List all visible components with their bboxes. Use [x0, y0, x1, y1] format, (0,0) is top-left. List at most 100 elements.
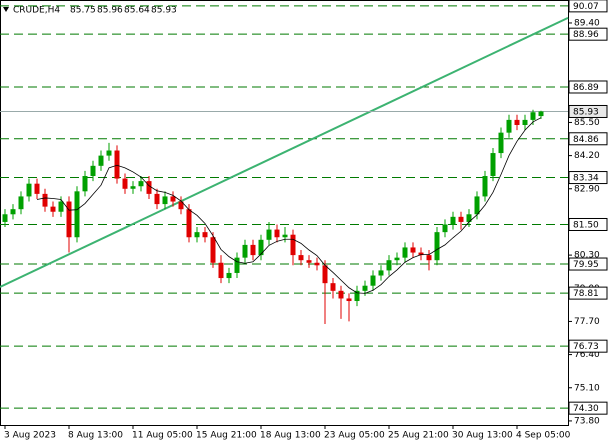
candle-body	[474, 196, 480, 215]
candle-body	[450, 216, 456, 225]
candle-body	[482, 176, 488, 197]
candle-body	[74, 191, 80, 238]
candle-body	[338, 290, 344, 299]
candle-body	[114, 150, 120, 179]
candle-body	[314, 262, 320, 266]
level-label: 86.89	[573, 83, 599, 93]
x-tick-label: 18 Aug 13:00	[260, 431, 321, 441]
level-box	[568, 27, 608, 41]
candle-body	[186, 209, 192, 238]
candle-body	[274, 229, 280, 238]
level-label: 78.81	[573, 289, 599, 299]
ohlc-open: 85.75	[70, 6, 96, 16]
y-tick-label: 77.70	[574, 317, 600, 327]
trend-line	[0, 16, 569, 288]
candle-body	[226, 272, 232, 279]
ohlc-close: 85.93	[151, 6, 177, 16]
candle-body	[498, 132, 504, 154]
candle-body	[50, 206, 56, 212]
candle-body	[458, 216, 464, 222]
candle-body	[82, 176, 88, 192]
candle-body	[506, 119, 512, 133]
y-tick-label: 82.90	[574, 184, 600, 194]
level-box	[568, 132, 608, 146]
x-tick-label: 8 Aug 13:00	[68, 431, 123, 441]
candle-body	[402, 247, 408, 258]
candle-body	[346, 298, 352, 302]
candle-body	[354, 290, 360, 302]
level-label: 79.95	[573, 260, 599, 270]
candle-body	[210, 237, 216, 263]
y-tick-label: 80.30	[574, 251, 600, 261]
candle-body	[330, 283, 336, 291]
candle-body	[418, 252, 424, 256]
x-tick-label: 15 Aug 21:00	[196, 431, 257, 441]
candle-body	[290, 234, 296, 256]
candle-body	[442, 224, 448, 233]
candle-body	[514, 119, 520, 125]
level-box	[568, 171, 608, 185]
candle-body	[10, 209, 16, 215]
candle-body	[194, 232, 200, 238]
candle-body	[170, 196, 176, 202]
candle-body	[378, 270, 384, 276]
y-tick-label: 89.40	[574, 18, 600, 28]
candle-body	[106, 150, 112, 156]
x-tick-label: 4 Sep 05:00	[516, 431, 571, 441]
candle-body	[2, 214, 8, 222]
candle-body	[242, 244, 248, 258]
y-tick-label: 84.20	[574, 151, 600, 161]
moving-average	[36, 117, 542, 294]
candle-body	[58, 201, 64, 212]
candle-body	[538, 111, 544, 117]
candle-body	[154, 193, 160, 205]
candle-body	[130, 186, 136, 189]
candle-body	[362, 285, 368, 291]
candle-body	[26, 183, 32, 197]
price-box	[568, 104, 608, 118]
candle-body	[66, 201, 72, 238]
level-label: 76.73	[573, 342, 599, 352]
level-label: 74.30	[573, 404, 599, 414]
chart-title: CRUDE,H4	[13, 6, 60, 16]
candle-body	[386, 260, 392, 271]
menu-arrow	[3, 7, 9, 12]
candle-body	[34, 183, 40, 194]
level-label: 83.34	[573, 174, 599, 184]
candle-body	[250, 244, 256, 256]
level-box	[568, 401, 608, 415]
candle-body	[426, 255, 432, 261]
candle-body	[218, 262, 224, 279]
candle-body	[138, 181, 144, 187]
candle-body	[234, 257, 240, 273]
candle-body	[410, 247, 416, 253]
ohlc-high: 85.96	[97, 6, 123, 16]
y-tick-label: 75.10	[574, 383, 600, 393]
candle-body	[466, 214, 472, 222]
level-box	[568, 257, 608, 271]
level-box	[568, 80, 608, 94]
candle-body	[522, 119, 528, 125]
x-tick-label: 3 Aug 2023	[4, 431, 56, 441]
candle-body	[202, 232, 208, 238]
candle-body	[90, 165, 96, 177]
candle-body	[42, 193, 48, 207]
candle-body	[434, 232, 440, 261]
candle-body	[98, 155, 104, 166]
level-label: 88.96	[573, 30, 599, 40]
price-label: 85.93	[573, 107, 599, 117]
y-tick-label: 73.80	[574, 416, 600, 426]
level-box	[568, 0, 608, 13]
candle-body	[18, 196, 24, 210]
level-box	[568, 339, 608, 353]
candle-body	[490, 153, 496, 177]
candle-body	[258, 239, 264, 256]
candle-body	[370, 275, 376, 286]
candle-body	[162, 196, 168, 205]
level-label: 90.07	[573, 2, 599, 12]
y-tick-label: 85.50	[574, 118, 600, 128]
candle-body	[282, 234, 288, 238]
level-box	[568, 217, 608, 231]
